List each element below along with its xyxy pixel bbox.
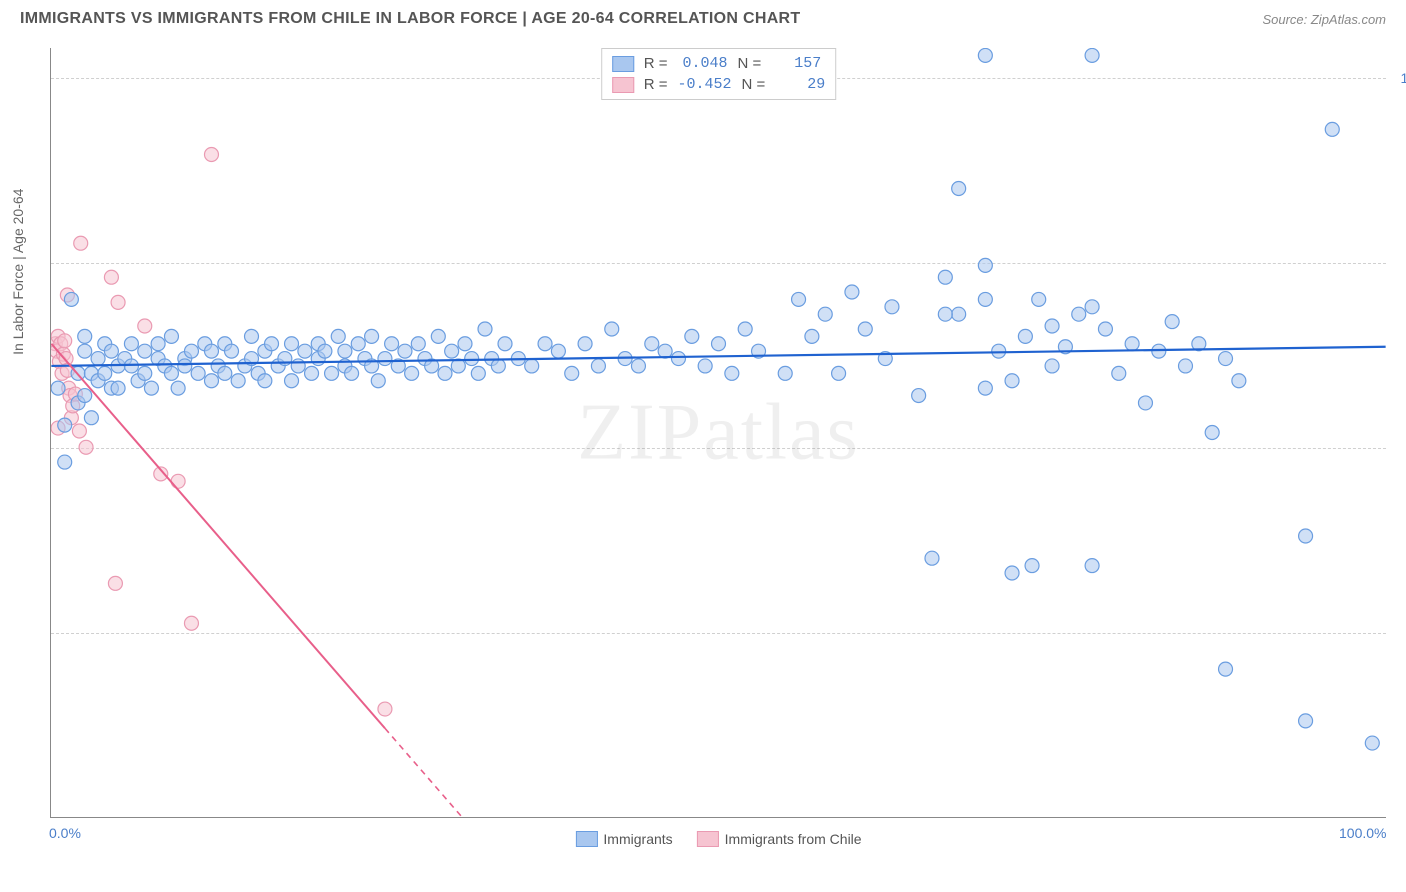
r-value-a: 0.048: [677, 55, 727, 72]
r-label: R =: [644, 55, 668, 72]
x-tick-label: 0.0%: [49, 825, 81, 841]
chart-title: IMMIGRANTS VS IMMIGRANTS FROM CHILE IN L…: [20, 10, 800, 28]
legend-item-b: Immigrants from Chile: [697, 831, 862, 847]
n-label: N =: [737, 55, 761, 72]
n-value-b: 29: [775, 76, 825, 93]
r-value-b: -0.452: [677, 76, 731, 93]
r-label: R =: [644, 76, 668, 93]
legend-label-a: Immigrants: [603, 831, 672, 847]
y-tick-label: 100.0%: [1393, 70, 1406, 86]
legend-stats-row-a: R = 0.048 N = 157: [612, 53, 826, 74]
legend-item-a: Immigrants: [575, 831, 672, 847]
swatch-a-icon: [612, 56, 634, 72]
x-tick-label: 100.0%: [1339, 825, 1386, 841]
n-value-a: 157: [771, 55, 821, 72]
regression-lines: [51, 48, 1386, 817]
y-axis-title: In Labor Force | Age 20-64: [10, 189, 26, 355]
legend-label-b: Immigrants from Chile: [725, 831, 862, 847]
y-tick-label: 75.0%: [1393, 440, 1406, 456]
n-label: N =: [742, 76, 766, 93]
swatch-b-icon: [612, 77, 634, 93]
legend-series: Immigrants Immigrants from Chile: [575, 831, 861, 847]
legend-stats: R = 0.048 N = 157 R = -0.452 N = 29: [601, 48, 837, 100]
y-tick-label: 62.5%: [1393, 625, 1406, 641]
plot-area: ZIPatlas R = 0.048 N = 157 R = -0.452 N …: [50, 48, 1386, 818]
swatch-a-icon: [575, 831, 597, 847]
swatch-b-icon: [697, 831, 719, 847]
y-tick-label: 87.5%: [1393, 255, 1406, 271]
source-attribution: Source: ZipAtlas.com: [1262, 12, 1386, 27]
legend-stats-row-b: R = -0.452 N = 29: [612, 74, 826, 95]
